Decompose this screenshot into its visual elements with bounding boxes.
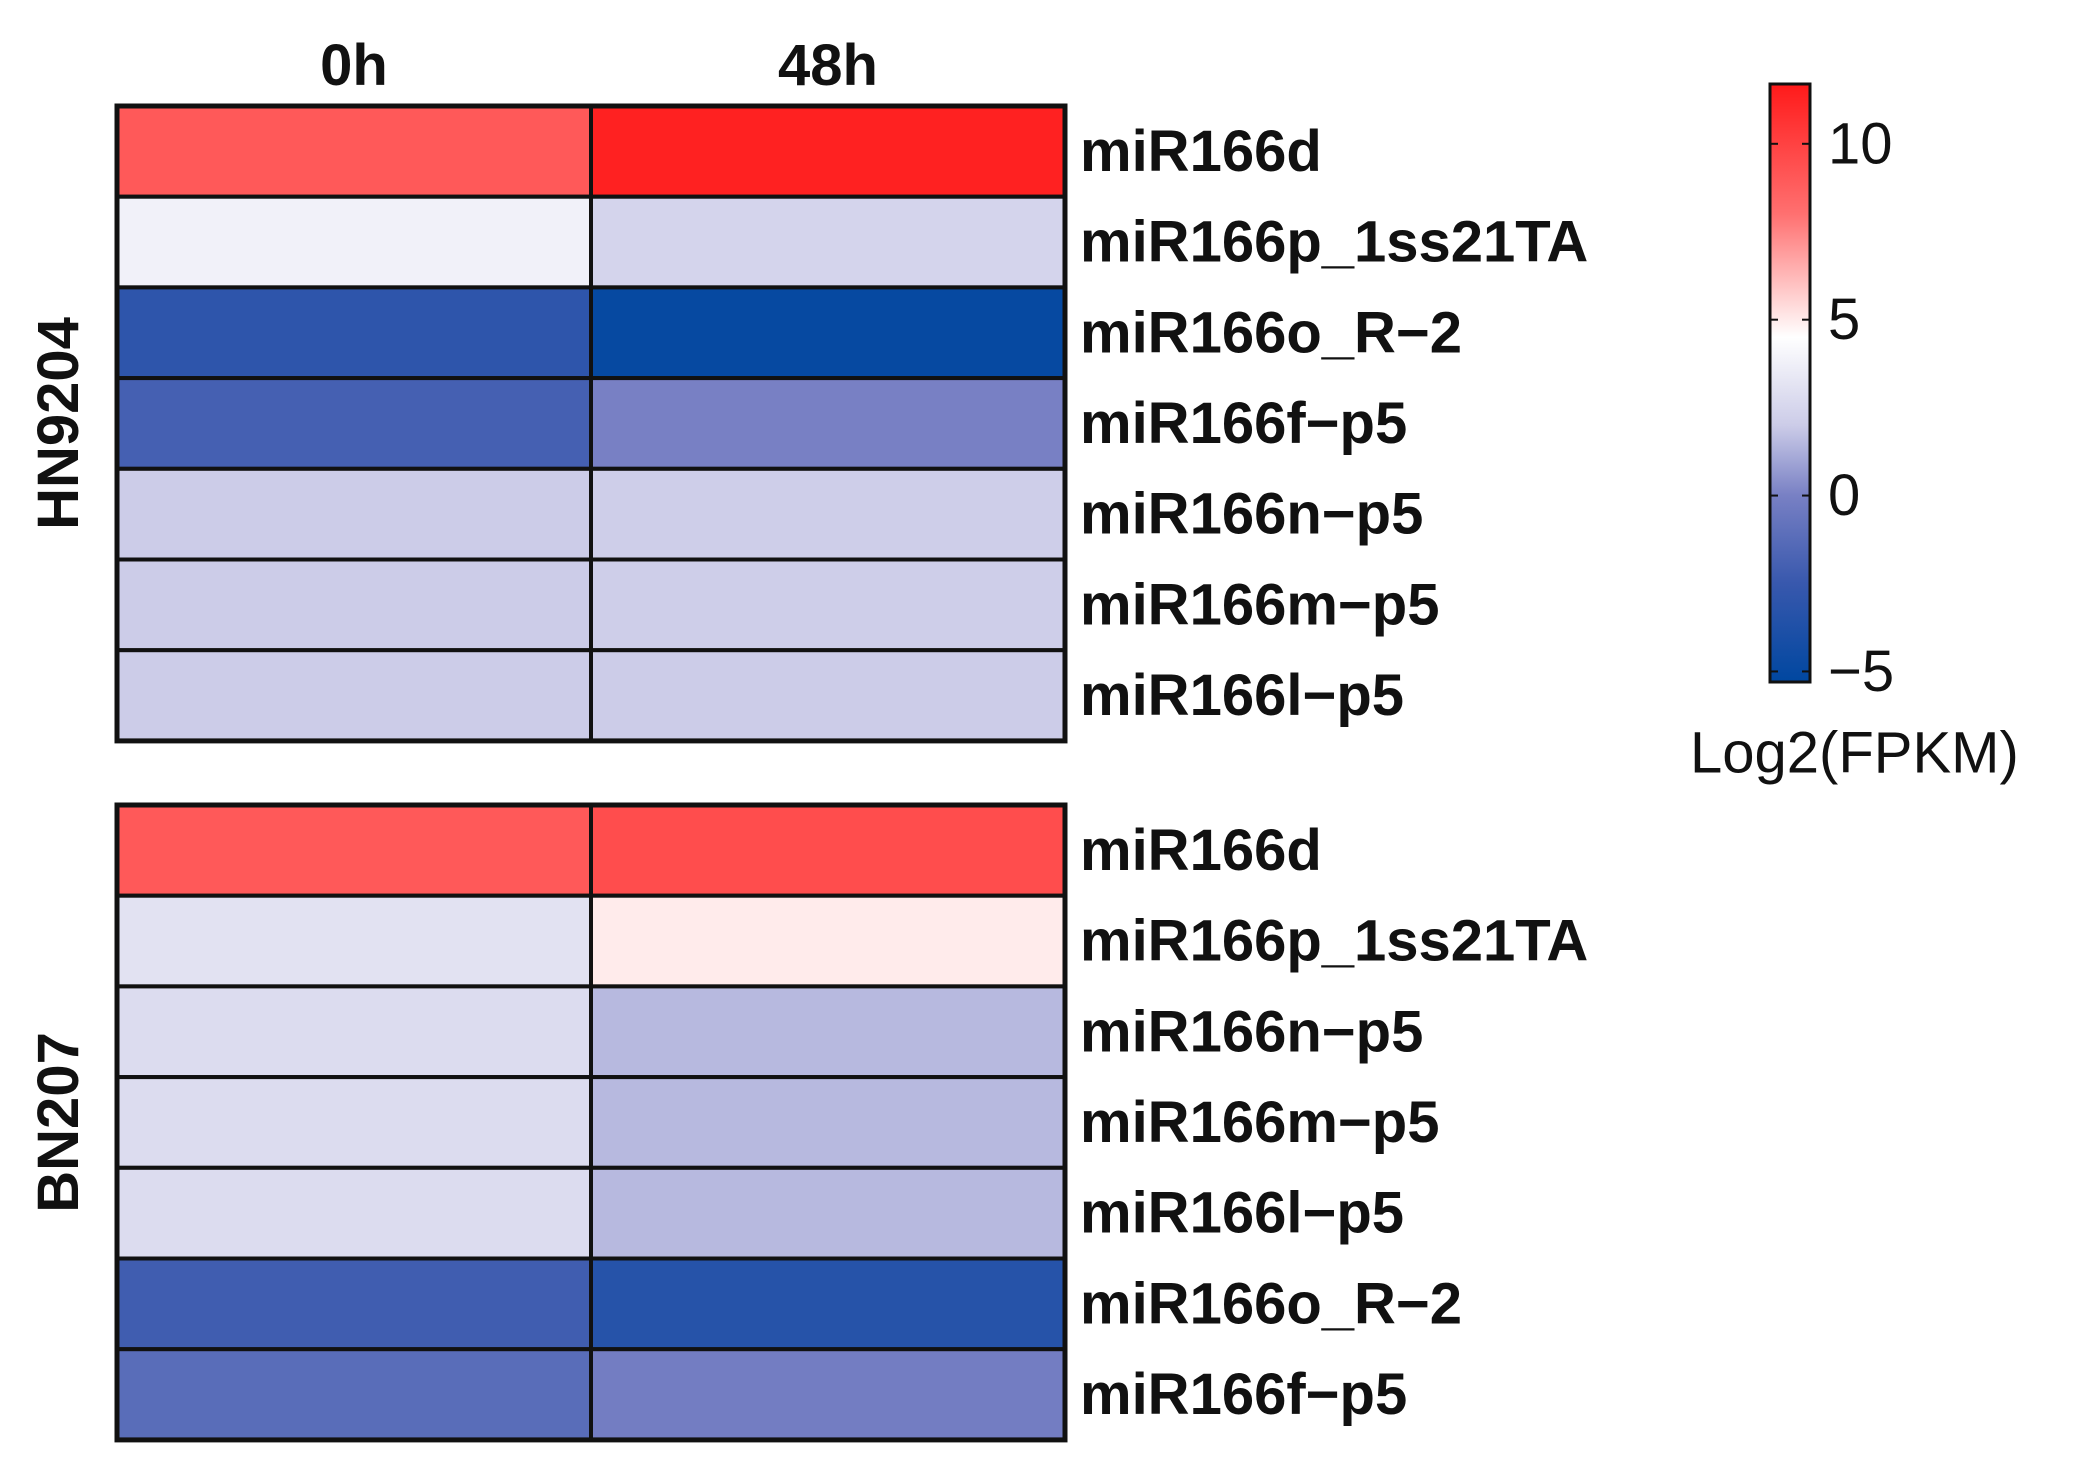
- column-labels: 0h 48h: [320, 33, 878, 98]
- heatmap-cell: [115, 1347, 593, 1442]
- row-label-mir166m-p5: miR166m−p5: [1080, 572, 1439, 637]
- heatmap-groups: miR166d miR166p_1ss21TA miR166o_R−2 miR166f…: [26, 103, 1588, 1443]
- heatmap-cell: [589, 648, 1067, 743]
- heatmap-cell: [115, 648, 593, 743]
- heatmap-cell: [589, 104, 1067, 199]
- heatmap-cell: [115, 803, 593, 898]
- color-scale-tick-label: 10: [1828, 111, 1893, 176]
- heatmap-cell: [115, 376, 593, 471]
- heatmap-cell: [589, 1347, 1067, 1442]
- heatmap-cell: [115, 1165, 593, 1261]
- heatmap-cell: [589, 466, 1067, 562]
- heatmap-cell: [589, 376, 1067, 471]
- heatmap-cell: [115, 984, 593, 1080]
- row-label-mir166d: miR166d: [1080, 119, 1322, 184]
- heatmap-border: [114, 103, 1068, 744]
- heatmap-cell: [589, 557, 1067, 653]
- heatmap-cell: [115, 1256, 593, 1352]
- heatmap-cell: [115, 104, 593, 199]
- heatmap-cell: [589, 984, 1067, 1080]
- row-label-mir166l-p5: miR166l−p5: [1080, 663, 1404, 728]
- row-label-mir166m-p5: miR166m−p5: [1080, 1090, 1439, 1155]
- row-label-mir166f-p5: miR166f−p5: [1080, 391, 1407, 456]
- heatmap-cell: [589, 893, 1067, 989]
- color-legend: −5 0 5 10 Log2(FPKM): [1690, 82, 2019, 786]
- color-scale-title: Log2(FPKM): [1690, 721, 2019, 786]
- color-scale-tick-label: 5: [1828, 287, 1860, 352]
- heatmap-cell: [589, 285, 1067, 381]
- heatmap-cell: [115, 557, 593, 653]
- row-label-mir166o-r-2: miR166o_R−2: [1080, 300, 1462, 365]
- row-label-mir166n-p5: miR166n−p5: [1080, 999, 1423, 1064]
- row-label-mir166n-p5: miR166n−p5: [1080, 482, 1423, 547]
- heatmap-cell: [589, 803, 1067, 898]
- heatmap-cell: [589, 1165, 1067, 1261]
- column-label-0h: 0h: [320, 33, 388, 98]
- heatmap-cell: [115, 1075, 593, 1170]
- row-label-mir166p-1ss21ta: miR166p_1ss21TA: [1080, 210, 1588, 275]
- row-label-mir166f-p5: miR166f−p5: [1080, 1362, 1407, 1427]
- heatmap-cell: [589, 1075, 1067, 1170]
- heatmap-border: [114, 802, 1068, 1443]
- heatmap-cell: [115, 194, 593, 290]
- group-label-hn9204: HN9204: [26, 317, 91, 530]
- heatmap-cell: [589, 194, 1067, 290]
- group-bn207: miR166d miR166p_1ss21TA miR166n−p5 miR166m−…: [26, 802, 1588, 1443]
- color-scale-tick-label: 0: [1828, 463, 1860, 528]
- heatmap-cell: [115, 893, 593, 989]
- column-label-48h: 48h: [778, 33, 878, 98]
- row-label-mir166d: miR166d: [1080, 818, 1322, 883]
- row-label-mir166p-1ss21ta: miR166p_1ss21TA: [1080, 909, 1588, 974]
- row-label-mir166o-r-2: miR166o_R−2: [1080, 1271, 1462, 1336]
- row-label-mir166l-p5: miR166l−p5: [1080, 1181, 1404, 1246]
- color-scale-tick-label: −5: [1828, 639, 1894, 704]
- heatmap-cell: [589, 1256, 1067, 1352]
- color-scale-bar: [1768, 82, 1812, 684]
- heatmap-cell: [115, 285, 593, 381]
- group-hn9204: miR166d miR166p_1ss21TA miR166o_R−2 miR166f…: [26, 103, 1588, 744]
- group-label-bn207: BN207: [26, 1032, 91, 1213]
- heatmap-cell: [115, 466, 593, 562]
